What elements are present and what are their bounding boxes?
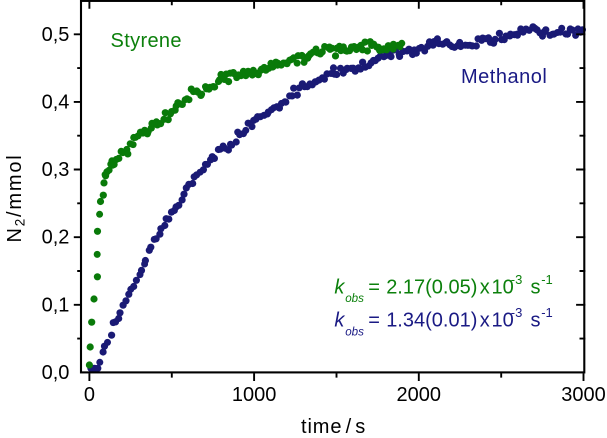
svg-text:3000: 3000 bbox=[561, 384, 606, 406]
svg-text:0,3: 0,3 bbox=[42, 159, 70, 181]
svg-text:0,2: 0,2 bbox=[42, 227, 70, 249]
svg-text:0: 0 bbox=[84, 384, 95, 406]
svg-text:time/s: time / s bbox=[301, 416, 366, 438]
svg-text:kobs=2.17(0.05)x10-3s-1: kobs= 2.17(0.05) x10-3 s-1 bbox=[334, 272, 552, 305]
svg-text:0,4: 0,4 bbox=[42, 91, 70, 113]
svg-text:0,1: 0,1 bbox=[42, 294, 70, 316]
svg-text:Styrene: Styrene bbox=[111, 30, 182, 52]
svg-text:0,5: 0,5 bbox=[42, 24, 70, 46]
svg-text:Methanol: Methanol bbox=[461, 66, 547, 88]
svg-text:kobs=1.34(0.01)x10-3s-1: kobs= 1.34(0.01) x10-3 s-1 bbox=[334, 305, 552, 338]
svg-text:N2/mmol: N2/mmol bbox=[4, 153, 28, 242]
svg-text:0,0: 0,0 bbox=[42, 362, 70, 384]
svg-text:1000: 1000 bbox=[232, 384, 277, 406]
svg-text:2000: 2000 bbox=[397, 384, 442, 406]
